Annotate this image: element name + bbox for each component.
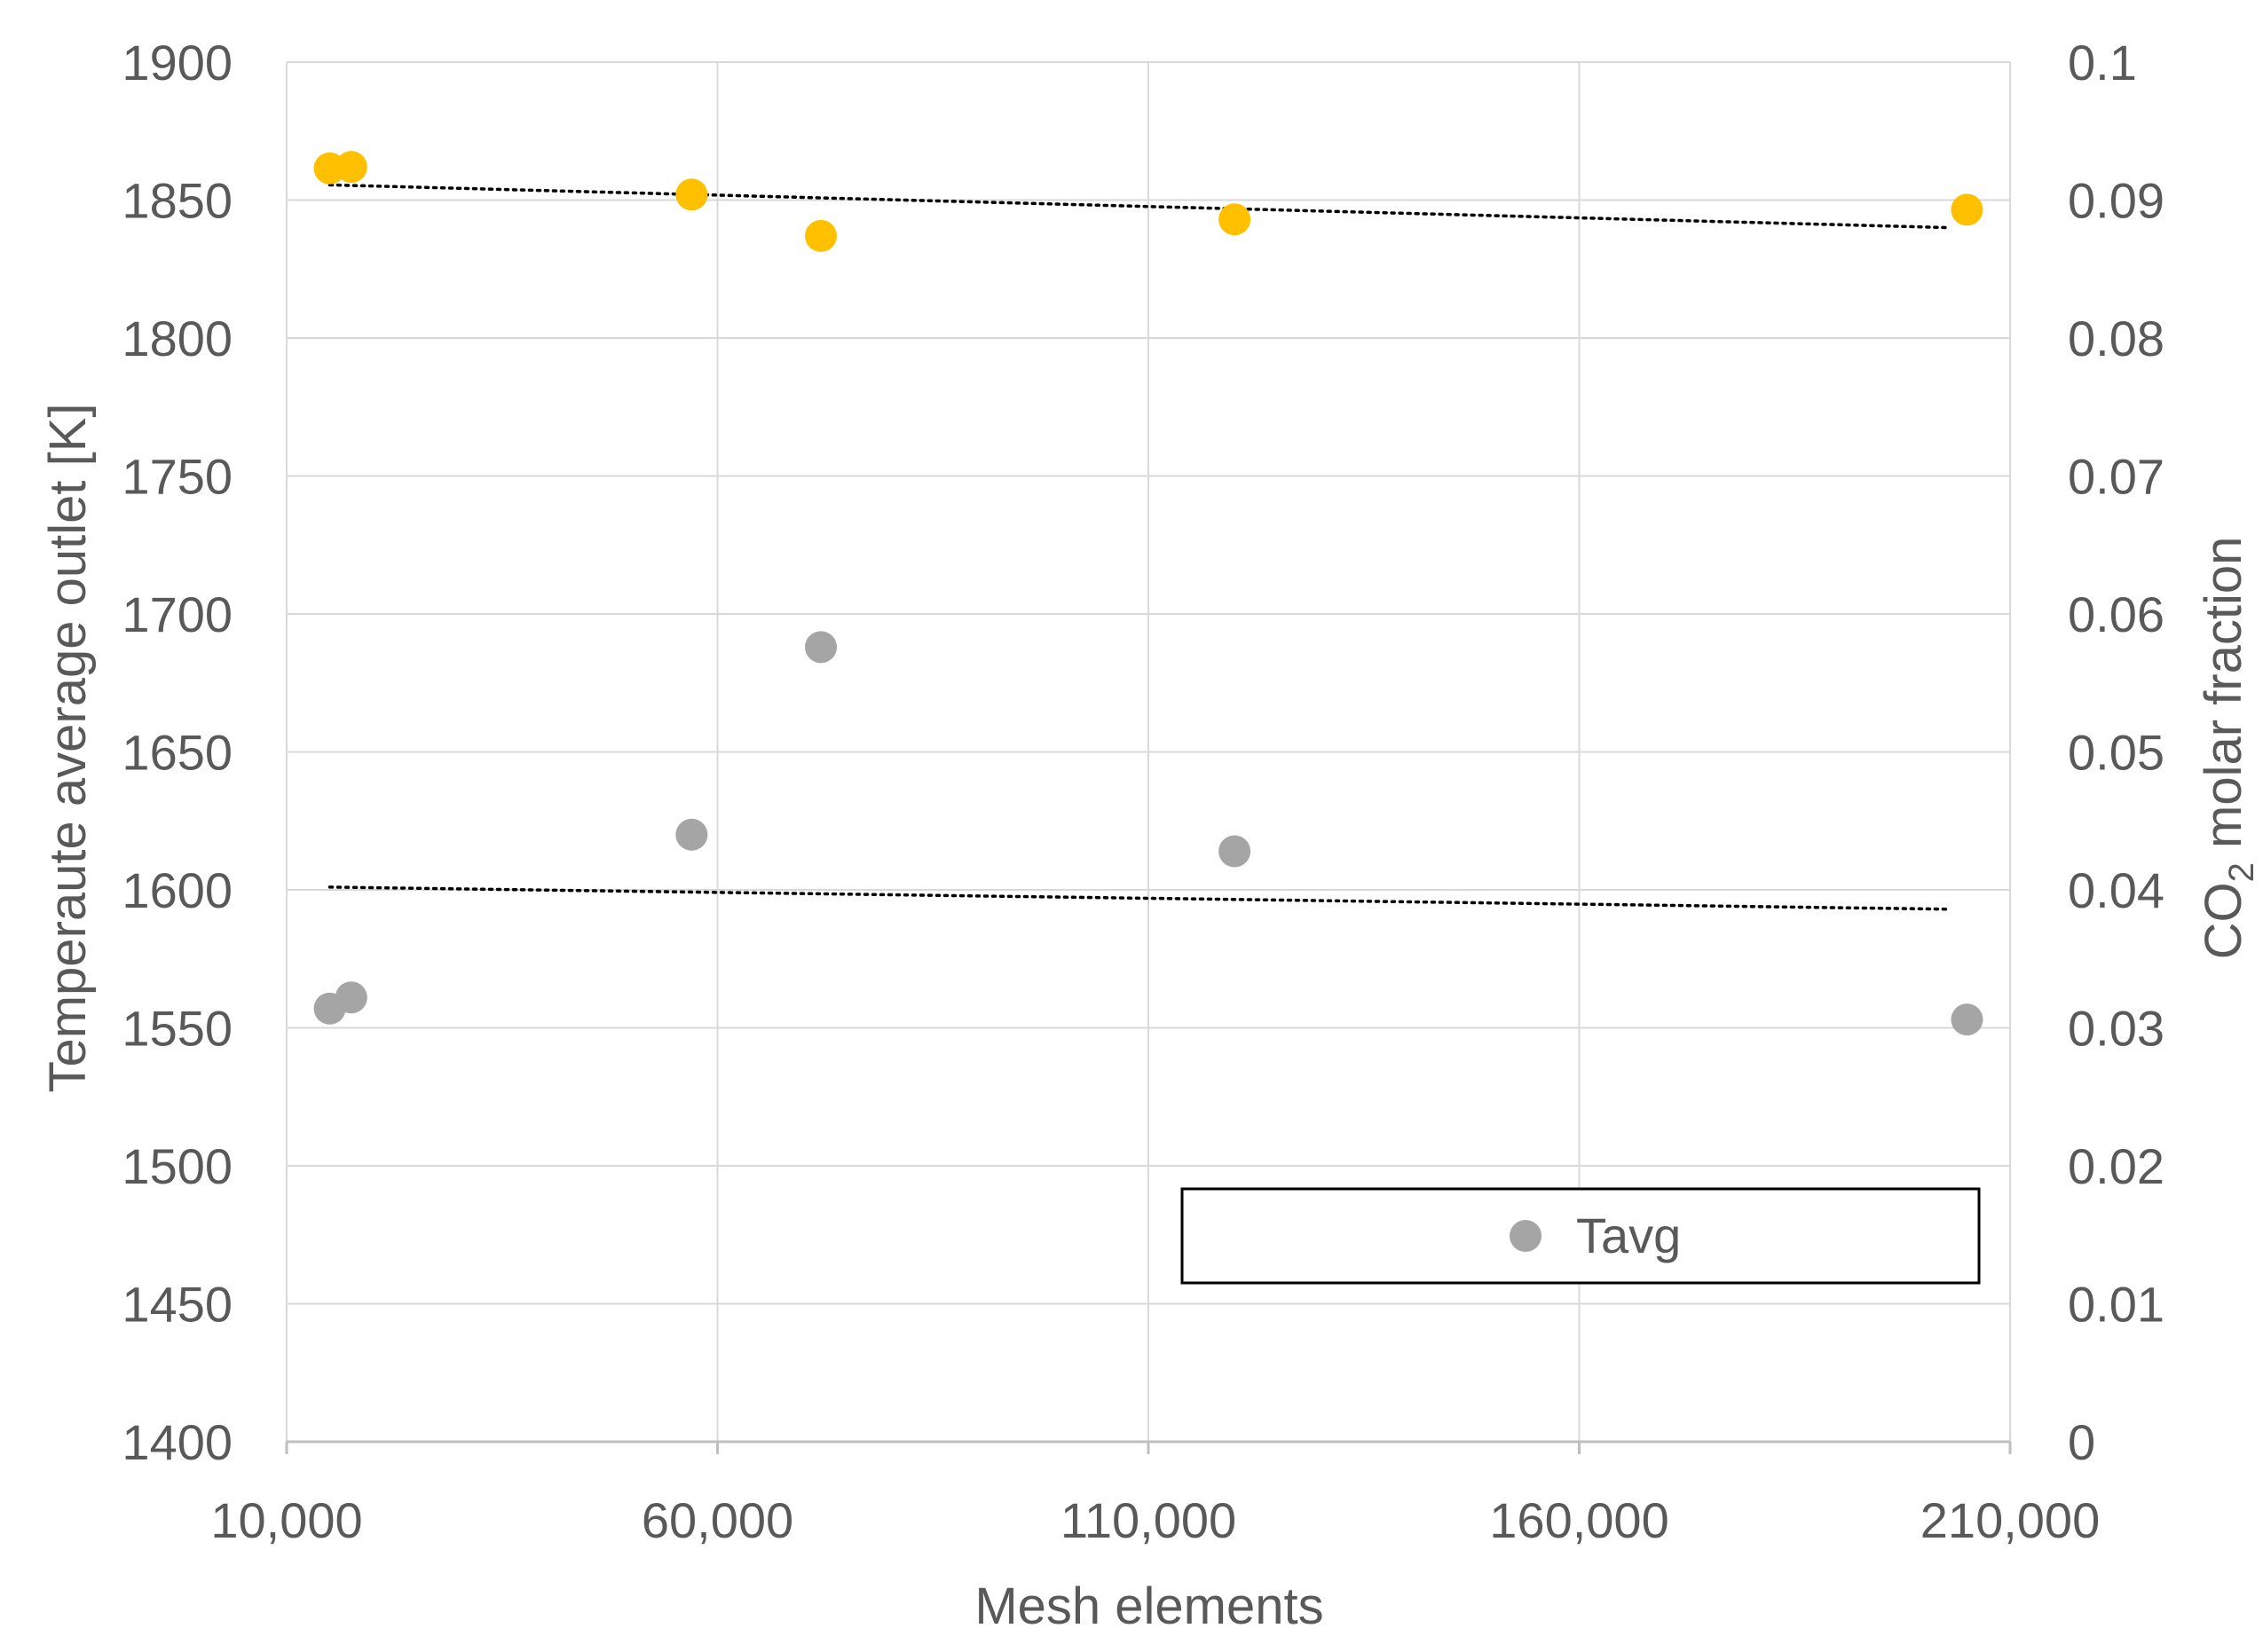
legend-label-tavg: Tavg (1576, 1208, 1681, 1263)
y-tick-label: 1750 (122, 449, 233, 505)
y2-tick-label: 0.1 (2068, 35, 2137, 90)
y2-tick-label: 0.09 (2068, 173, 2164, 229)
y2-axis-title-subscript: 2 (2222, 862, 2261, 882)
y2-tick-label: 0.01 (2068, 1277, 2164, 1333)
y2-tick-label: 0.04 (2068, 862, 2164, 918)
y2-tick-label: 0.07 (2068, 449, 2164, 505)
y2-tick-label: 0.02 (2068, 1138, 2164, 1194)
legend: Tavg (1180, 1187, 1981, 1285)
y2-axis-title: CO2 molar fraction (2195, 537, 2261, 960)
y-tick-label: 1450 (122, 1277, 233, 1333)
y2-axis-title-suffix: molar fraction (2195, 537, 2252, 862)
y-tick-label: 1700 (122, 586, 233, 642)
data-point-tavg (675, 818, 708, 851)
axes (285, 1440, 2012, 1454)
x-axis-title: Mesh elements (974, 1577, 1323, 1635)
x-tick-label: 10,000 (210, 1492, 362, 1548)
y-axis-title: Temperaute average outlet [K] (39, 403, 97, 1092)
legend-box (1180, 1187, 1981, 1285)
y-axis-tick-labels: 1400 1450 1500 1550 1600 1650 1700 1750 1800 1850… (122, 35, 233, 1470)
data-point-co2 (1951, 193, 1983, 226)
data-point-tavg (805, 631, 838, 664)
y-tick-label: 1650 (122, 725, 233, 781)
y-tick-label: 1900 (122, 35, 233, 90)
y-tick-label: 1550 (122, 1001, 233, 1057)
data-point-tavg (1951, 1003, 1983, 1036)
y2-tick-label: 0.05 (2068, 725, 2164, 781)
data-point-co2 (805, 219, 838, 252)
trendline-co2 (327, 183, 1952, 230)
legend-marker-tavg (1510, 1220, 1542, 1252)
y2-tick-label: 0.06 (2068, 586, 2164, 642)
y2-tick-label: 0.08 (2068, 311, 2164, 366)
data-points (313, 151, 1983, 1036)
data-point-tavg (1218, 835, 1251, 868)
y-tick-label: 1800 (122, 311, 233, 366)
x-tick-label: 110,000 (1061, 1492, 1236, 1548)
data-point-tavg (335, 981, 367, 1014)
x-tick-label: 210,000 (1920, 1492, 2100, 1548)
trendline-tavg (327, 885, 1952, 911)
y2-tick-label: 0 (2068, 1414, 2095, 1470)
y2-tick-label: 0.03 (2068, 1001, 2164, 1057)
y-tick-label: 1400 (122, 1414, 233, 1470)
data-point-co2 (1218, 203, 1251, 236)
trendlines (327, 183, 1952, 911)
x-axis-tick-labels: 10,000 60,000 110,000 160,000 210,000 (210, 1492, 2100, 1548)
y-tick-label: 1600 (122, 862, 233, 918)
data-point-co2 (675, 178, 708, 211)
y-tick-label: 1500 (122, 1138, 233, 1194)
x-tick-label: 160,000 (1489, 1492, 1668, 1548)
data-point-co2 (335, 151, 367, 184)
y-tick-label: 1850 (122, 173, 233, 229)
y2-axis-title-prefix: CO (2195, 882, 2252, 959)
y2-axis-tick-labels: 0 0.01 0.02 0.03 0.04 0.05 0.06 0.07 0.08 0.09 0.1 (2068, 35, 2164, 1470)
x-tick-label: 60,000 (642, 1492, 793, 1548)
